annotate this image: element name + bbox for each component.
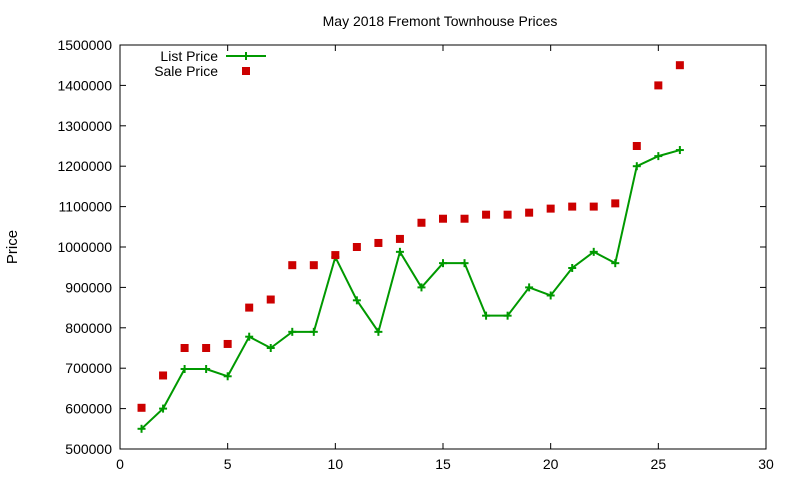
legend-entry: Sale Price [154, 63, 250, 79]
data-point [525, 208, 534, 217]
data-point [503, 311, 512, 320]
legend-label: List Price [160, 48, 218, 64]
data-point [223, 372, 232, 381]
data-point [439, 214, 447, 223]
y-tick-label: 1100000 [59, 199, 113, 215]
data-point [137, 403, 146, 412]
data-point [266, 344, 275, 352]
data-point [460, 259, 469, 268]
data-point [460, 214, 469, 223]
data-point [589, 247, 598, 256]
chart-title: May 2018 Fremont Townhouse Prices [323, 13, 558, 29]
axis-ticks: 0 5 10 15 20 25 30 500000 600000 700000 800000 9000… [57, 37, 774, 472]
data-point [223, 339, 232, 348]
data-point [374, 327, 383, 336]
data-point [439, 259, 447, 268]
y-tick-label: 700000 [65, 360, 112, 376]
data-point [374, 238, 383, 247]
y-tick-label: 900000 [65, 279, 112, 295]
y-tick-label: 1200000 [57, 158, 112, 174]
data-point [675, 61, 684, 70]
data-point [546, 291, 555, 300]
data-point [395, 234, 404, 243]
data-point [675, 146, 684, 155]
x-tick-label: 0 [116, 456, 124, 472]
data-point [568, 264, 577, 273]
data-point [309, 261, 318, 270]
data-series [137, 61, 684, 433]
y-tick-label: 1000000 [57, 239, 112, 255]
data-point [352, 243, 361, 251]
data-point [202, 344, 211, 352]
y-tick-label: 1500000 [57, 37, 112, 53]
plot-frame [119, 44, 767, 450]
data-point [180, 365, 189, 374]
data-point [159, 371, 168, 380]
data-point [546, 204, 555, 213]
data-point [632, 142, 641, 150]
y-tick-label: 800000 [65, 320, 112, 336]
data-point [654, 81, 663, 90]
x-tick-label: 10 [328, 456, 344, 472]
data-point [137, 424, 146, 433]
x-tick-label: 30 [758, 456, 774, 472]
x-tick-label: 5 [224, 456, 232, 472]
data-point [266, 295, 275, 304]
data-point [632, 162, 641, 171]
legend-label: Sale Price [154, 63, 218, 79]
data-point [611, 259, 620, 268]
data-point [309, 327, 318, 336]
data-point [611, 199, 620, 208]
y-tick-label: 500000 [65, 441, 112, 457]
legend-marker [242, 67, 250, 75]
data-point [482, 311, 491, 320]
legend-entry: List Price [160, 48, 266, 64]
series-sale-price [137, 61, 684, 412]
series-line [140, 149, 681, 430]
y-tick-label: 600000 [65, 401, 112, 417]
data-point [245, 332, 254, 341]
x-tick-label: 20 [543, 456, 559, 472]
data-point [159, 404, 168, 413]
data-point [417, 283, 426, 292]
legend-marker [242, 52, 250, 60]
data-point [180, 344, 189, 352]
data-point [395, 247, 404, 256]
y-tick-label: 1400000 [57, 77, 112, 93]
data-point [525, 283, 534, 292]
data-point [654, 152, 663, 161]
data-point [589, 202, 598, 211]
data-point [331, 251, 340, 260]
data-point [482, 210, 491, 219]
data-point [288, 327, 297, 336]
data-point [288, 261, 297, 270]
data-point [568, 202, 577, 211]
y-tick-label: 1300000 [57, 118, 112, 134]
data-point [503, 210, 512, 219]
data-point [245, 303, 254, 312]
series-list-price [137, 146, 684, 433]
data-point [417, 218, 426, 227]
data-point [202, 365, 211, 374]
x-tick-label: 25 [651, 456, 667, 472]
y-axis-label: Price [4, 230, 21, 264]
data-point [352, 296, 361, 305]
x-tick-label: 15 [435, 456, 451, 472]
